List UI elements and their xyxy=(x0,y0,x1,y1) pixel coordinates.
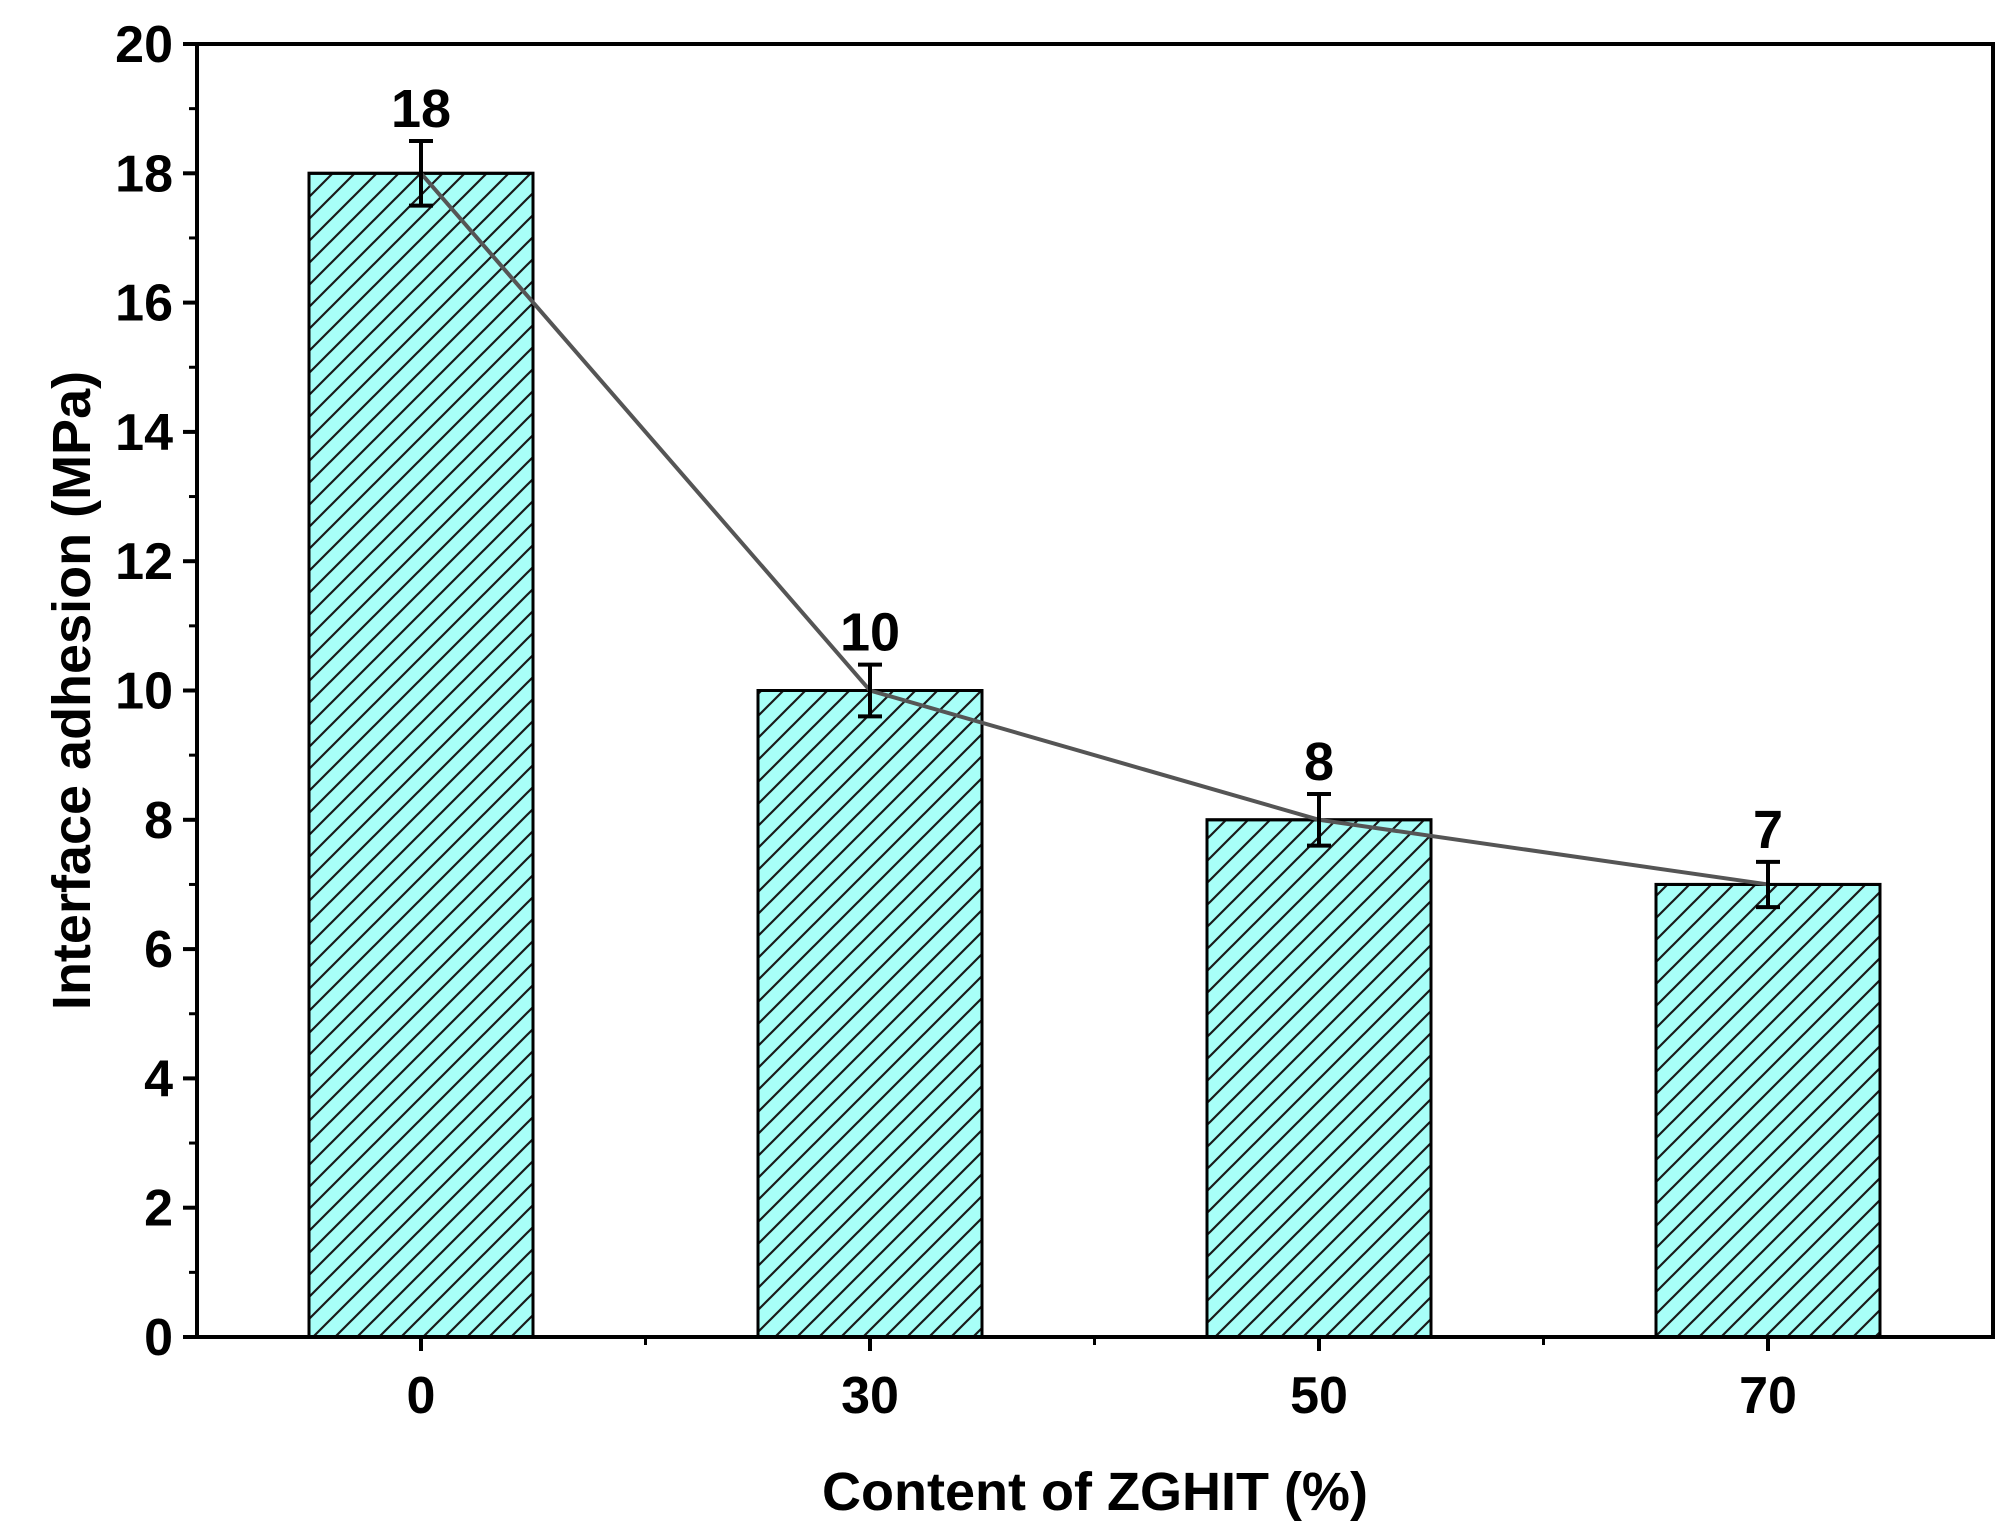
bar-hatch xyxy=(1205,818,1433,1339)
x-tick-label: 50 xyxy=(1290,1367,1348,1425)
x-axis-title: Content of ZGHIT (%) xyxy=(822,1462,1368,1522)
bar-hatch xyxy=(1654,882,1882,1339)
x-tick-label: 0 xyxy=(407,1367,436,1425)
y-tick-label: 14 xyxy=(115,404,173,462)
bar-hatch xyxy=(756,689,984,1339)
y-axis-title: Interface adhesion (MPa) xyxy=(42,371,102,1010)
y-tick-label: 4 xyxy=(144,1050,173,1108)
y-tick-label: 16 xyxy=(115,275,173,333)
y-tick-label: 10 xyxy=(115,663,173,721)
x-tick-label: 70 xyxy=(1739,1367,1797,1425)
data-label: 18 xyxy=(391,79,451,139)
trend-line xyxy=(419,171,1769,887)
data-label: 7 xyxy=(1753,800,1783,860)
data-label: 10 xyxy=(840,603,900,663)
y-tick-label: 2 xyxy=(144,1180,173,1238)
y-tick-label: 6 xyxy=(144,921,173,979)
y-tick-label: 0 xyxy=(144,1309,173,1367)
y-tick-label: 20 xyxy=(115,16,173,74)
x-tick-label: 30 xyxy=(841,1367,899,1425)
bar-hatch xyxy=(307,171,535,1339)
data-label: 8 xyxy=(1304,732,1334,792)
y-tick-label: 12 xyxy=(115,533,173,591)
y-tick-label: 8 xyxy=(144,792,173,850)
y-tick-label: 18 xyxy=(115,145,173,203)
